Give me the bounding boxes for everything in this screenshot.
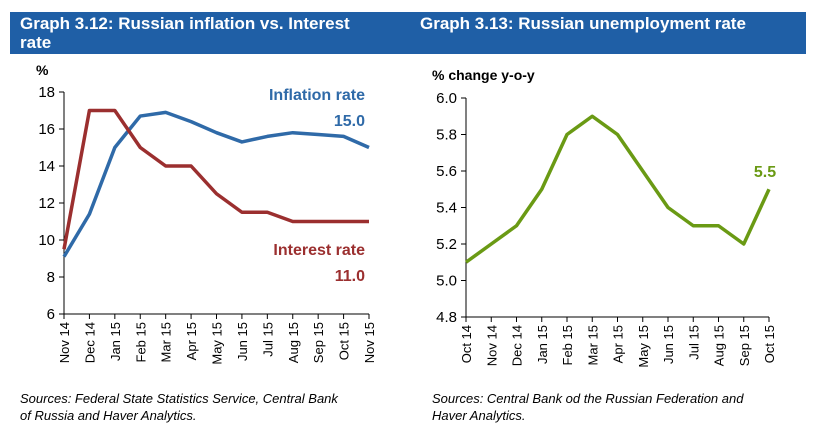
- x-tick-label: Jul 15: [260, 322, 275, 357]
- x-tick-label: Nov 14: [57, 322, 72, 363]
- x-tick-label: Dec 14: [82, 322, 97, 363]
- series-line-unemployment: [464, 114, 771, 264]
- x-tick-label: Aug 15: [286, 322, 301, 363]
- x-tick-label: Sep 15: [311, 322, 326, 363]
- x-tick-label: Apr 15: [184, 322, 199, 360]
- end-value-label: 5.5: [754, 164, 776, 181]
- y-tick-label: 4.8: [436, 309, 457, 326]
- x-tick-label: Oct 15: [337, 322, 352, 360]
- y-tick-label: 5.6: [436, 163, 457, 180]
- x-tick-label: Aug 15: [712, 325, 727, 366]
- x-tick-label: Dec 14: [510, 325, 525, 366]
- y-tick-label: 14: [38, 158, 55, 175]
- left-source: Sources: Federal State Statistics Servic…: [20, 391, 338, 423]
- x-tick-label: Mar 15: [159, 322, 174, 362]
- x-tick-label: Jun 15: [235, 322, 250, 361]
- end-value-label: 15.0: [334, 113, 365, 130]
- x-tick-label: Mar 15: [585, 325, 600, 365]
- y-tick-label: 6.0: [436, 90, 457, 107]
- right-chart-title: Graph 3.13: Russian unemployment rate: [420, 14, 746, 33]
- series-line-inflation-rate: [62, 110, 370, 258]
- x-tick-label: Jan 15: [108, 322, 123, 361]
- right-source: Sources: Central Bank od the Russian Fed…: [432, 391, 744, 423]
- x-tick-label: Jun 15: [661, 325, 676, 364]
- x-tick-label: May 15: [636, 325, 651, 368]
- x-tick-label: Jan 15: [535, 325, 550, 364]
- y-tick-label: 5.0: [436, 273, 457, 290]
- y-tick-label: 10: [38, 232, 55, 249]
- y-tick-label: 16: [38, 121, 55, 138]
- header-bar: [10, 12, 806, 54]
- y-tick-label: 6: [47, 306, 55, 323]
- x-tick-label: Oct 15: [762, 325, 777, 363]
- x-tick-label: Sep 15: [737, 325, 752, 366]
- series-line-interest-rate: [62, 108, 369, 250]
- end-value-label: 11.0: [335, 268, 365, 285]
- x-tick-label: Nov 14: [484, 325, 499, 366]
- series-name-label: Inflation rate: [269, 87, 365, 104]
- y-axis-label: %: [36, 62, 49, 78]
- left-chart-title: Graph 3.12: Russian inflation vs. Intere…: [20, 14, 350, 52]
- x-tick-label: Apr 15: [611, 325, 626, 363]
- y-tick-label: 18: [38, 84, 55, 101]
- x-tick-label: Nov 15: [362, 322, 377, 363]
- x-tick-label: Oct 14: [459, 325, 474, 363]
- series-name-label: Interest rate: [273, 242, 365, 259]
- x-tick-label: May 15: [210, 322, 225, 365]
- y-tick-label: 5.4: [436, 200, 457, 217]
- x-tick-label: Feb 15: [133, 322, 148, 362]
- y-tick-label: 12: [38, 195, 55, 212]
- y-tick-label: 8: [47, 269, 55, 286]
- x-tick-label: Jul 15: [686, 325, 701, 360]
- x-tick-label: Feb 15: [560, 325, 575, 365]
- y-tick-label: 5.8: [436, 127, 457, 144]
- y-axis-label: % change y-o-y: [432, 67, 535, 83]
- y-tick-label: 5.2: [436, 236, 457, 253]
